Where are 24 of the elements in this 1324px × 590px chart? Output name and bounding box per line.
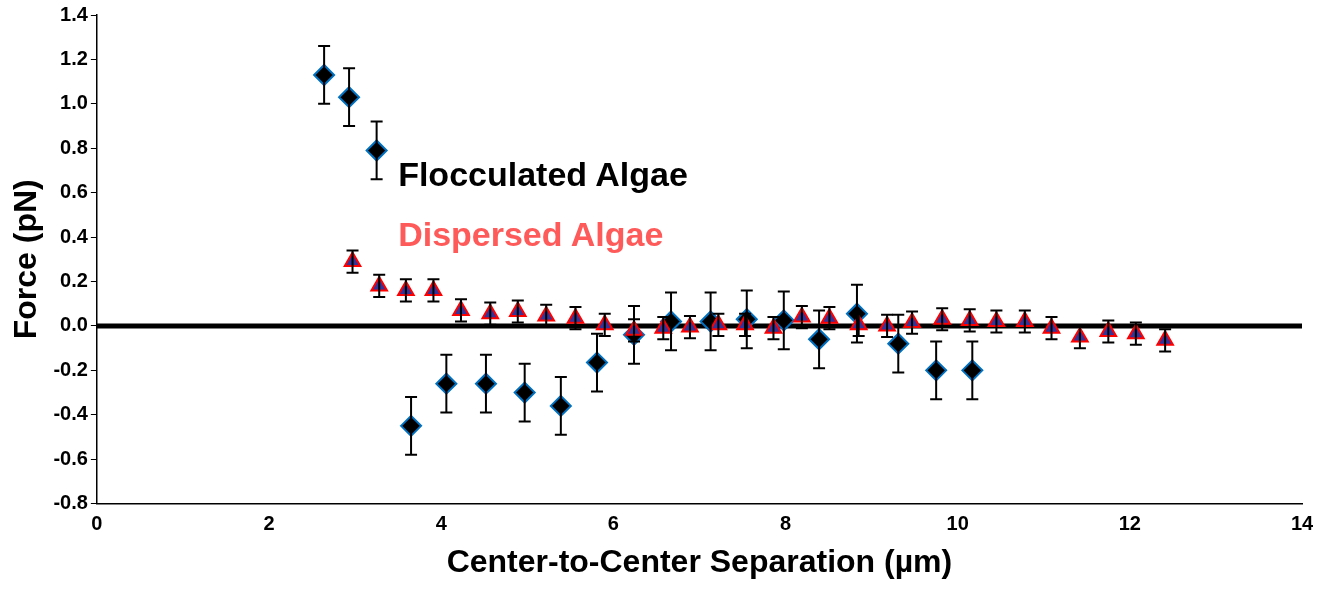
x-tick-label: 12 xyxy=(1118,512,1141,535)
x-tick-label: 0 xyxy=(91,512,103,535)
series-label: Flocculated Algae xyxy=(398,154,688,193)
y-tick-label: 0.4 xyxy=(60,224,89,247)
x-tick-label: 14 xyxy=(1290,512,1314,535)
y-axis-title: Force (pN) xyxy=(7,179,44,340)
series-label: Dispersed Algae xyxy=(398,214,664,253)
x-tick-label: 8 xyxy=(779,512,792,535)
y-tick-label: -0.6 xyxy=(53,446,88,469)
y-tick-label: 1.2 xyxy=(60,46,88,69)
x-tick-label: 6 xyxy=(607,512,619,535)
y-tick-label: 0.2 xyxy=(60,269,88,292)
x-tick-label: 4 xyxy=(435,512,448,535)
y-tick-label: -0.4 xyxy=(53,402,89,425)
y-tick-label: 0.6 xyxy=(60,180,88,203)
y-tick-label: 0.0 xyxy=(60,313,88,336)
x-tick-label: 2 xyxy=(263,512,275,535)
x-axis-title: Center-to-Center Separation (µm) xyxy=(446,542,953,579)
x-tick-label: 10 xyxy=(946,512,969,535)
y-tick-label: 1.4 xyxy=(60,2,89,25)
y-tick-label: -0.8 xyxy=(53,491,88,514)
y-tick-label: 0.8 xyxy=(60,135,88,158)
y-tick-label: 1.0 xyxy=(60,91,88,114)
y-tick-label: -0.2 xyxy=(53,357,88,380)
